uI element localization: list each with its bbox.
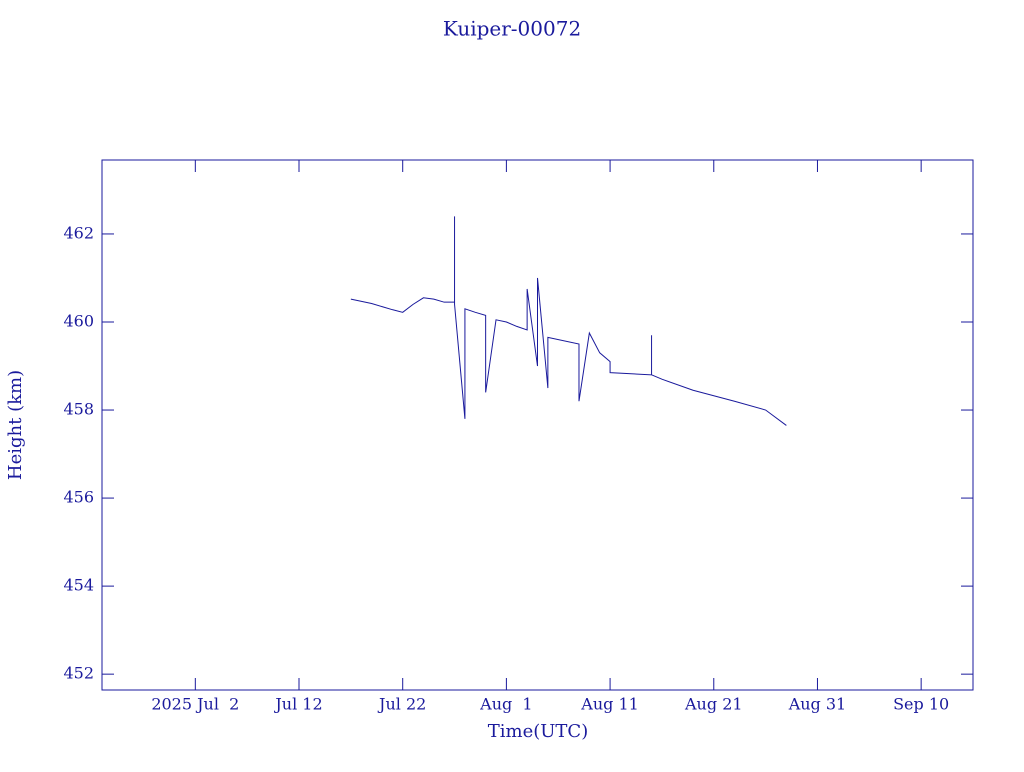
x-tick-label: 2025 Jul 2 <box>151 695 239 714</box>
y-tick-label: 458 <box>63 400 94 419</box>
series-line <box>350 216 787 426</box>
y-tick-label: 462 <box>63 223 94 242</box>
x-tick-label: Aug 31 <box>788 695 847 714</box>
x-tick-label: Aug 11 <box>580 695 639 714</box>
x-tick-label: Jul 12 <box>273 695 322 714</box>
x-tick-label: Aug 21 <box>684 695 743 714</box>
plot-frame <box>101 159 974 691</box>
x-tick-label: Sep 10 <box>893 695 949 714</box>
x-tick-label: Aug 1 <box>479 695 532 714</box>
y-tick-label: 452 <box>63 664 94 683</box>
chart-title: Kuiper-00072 <box>443 17 581 41</box>
y-axis-label: Height (km) <box>5 370 26 480</box>
y-tick-label: 454 <box>63 576 94 595</box>
y-tick-label: 460 <box>63 311 94 330</box>
x-tick-label: Jul 22 <box>377 695 426 714</box>
x-axis-label: Time(UTC) <box>488 721 588 742</box>
y-tick-label: 456 <box>63 488 94 507</box>
